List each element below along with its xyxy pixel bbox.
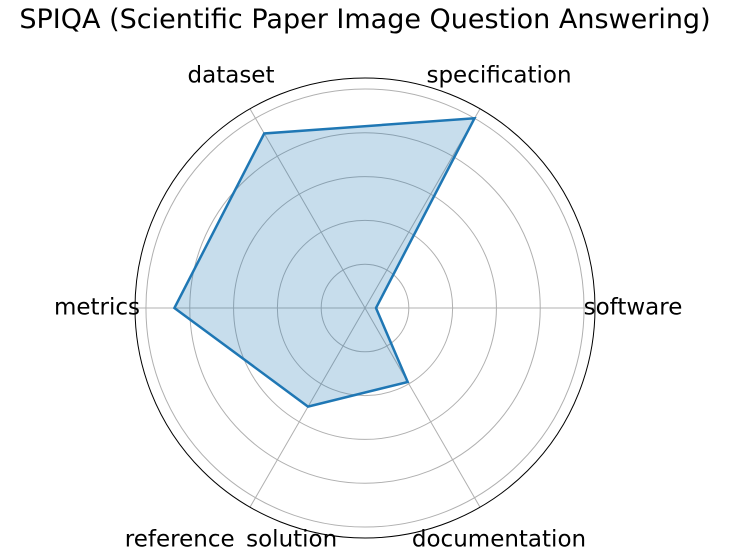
axis-label-documentation: documentation — [412, 527, 586, 549]
axis-labels: software specification dataset metrics refer… — [54, 62, 682, 549]
series-line — [172, 116, 477, 408]
spoke-dataset — [249, 108, 366, 309]
axis-label-metrics: metrics — [54, 295, 140, 321]
spoke-documentation — [364, 307, 481, 508]
series-area — [174, 118, 475, 407]
axis-label-reference_solution: reference_solution — [125, 527, 337, 549]
polar-frame — [134, 77, 596, 539]
chart-title: SPIQA (Scientific Paper Image Question A… — [19, 4, 711, 35]
axis-label-specification: specification — [426, 62, 571, 88]
axis-label-software: software — [584, 295, 683, 321]
axis-label-dataset: dataset — [188, 62, 275, 88]
radar-data — [172, 116, 477, 408]
